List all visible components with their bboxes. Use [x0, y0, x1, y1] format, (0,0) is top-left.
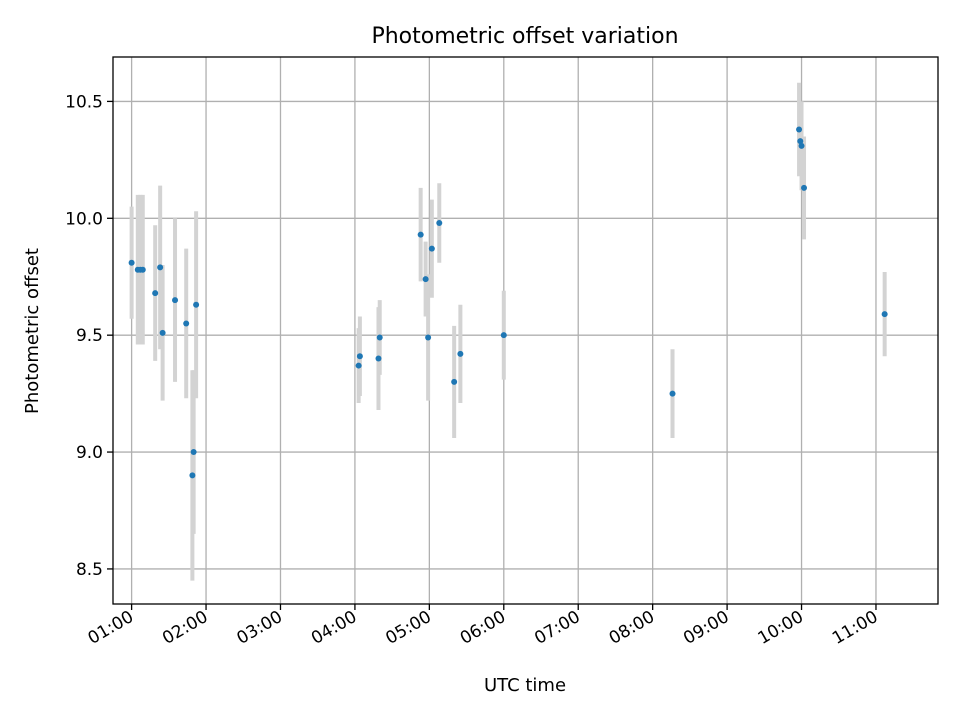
error-bar-layer [129, 82, 887, 581]
y-axis-label: Photometric offset [22, 248, 43, 414]
data-point [172, 297, 179, 304]
grid-layer [113, 57, 938, 604]
data-point [128, 259, 135, 266]
data-point [798, 142, 805, 149]
data-point [881, 311, 888, 318]
data-point [152, 290, 159, 297]
x-axis-label: UTC time [484, 675, 566, 696]
data-point [157, 264, 164, 271]
x-tick-label: 07:00 [531, 607, 583, 649]
data-point [417, 231, 424, 238]
data-point [190, 449, 197, 456]
y-tick-label: 10.0 [65, 209, 103, 229]
y-tick-label: 9.5 [76, 326, 103, 346]
data-point [457, 350, 464, 357]
data-point [797, 138, 804, 145]
data-point [139, 266, 146, 273]
x-tick-label: 03:00 [234, 607, 286, 649]
data-point [428, 245, 435, 252]
data-point [500, 332, 507, 339]
data-point [183, 320, 190, 327]
data-point [422, 276, 429, 283]
data-point [193, 301, 200, 308]
x-tick-label: 08:00 [606, 607, 658, 649]
data-point [451, 378, 458, 385]
x-tick-label: 06:00 [457, 607, 509, 649]
data-point [189, 472, 196, 479]
x-tick-label: 09:00 [680, 607, 732, 649]
data-point [425, 334, 432, 341]
x-tick-label: 05:00 [382, 607, 434, 649]
x-tick-label: 11:00 [829, 607, 881, 649]
x-tick-label: 02:00 [159, 607, 211, 649]
data-point [355, 362, 362, 369]
data-point [376, 334, 383, 341]
data-point [159, 329, 166, 336]
chart-title: Photometric offset variation [371, 24, 678, 49]
data-point [356, 353, 363, 360]
data-point [436, 219, 443, 226]
data-point [796, 126, 803, 133]
data-point [375, 355, 382, 362]
y-tick-label: 8.5 [76, 560, 103, 580]
point-layer [128, 126, 888, 479]
y-tick-label: 9.0 [76, 443, 103, 463]
data-point [669, 390, 676, 397]
plot-frame [112, 56, 939, 605]
x-tick-label: 04:00 [308, 607, 360, 649]
data-point [801, 184, 808, 191]
x-tick-label: 10:00 [755, 607, 807, 649]
y-tick-label: 10.5 [65, 92, 103, 112]
x-tick-label: 01:00 [85, 607, 137, 649]
